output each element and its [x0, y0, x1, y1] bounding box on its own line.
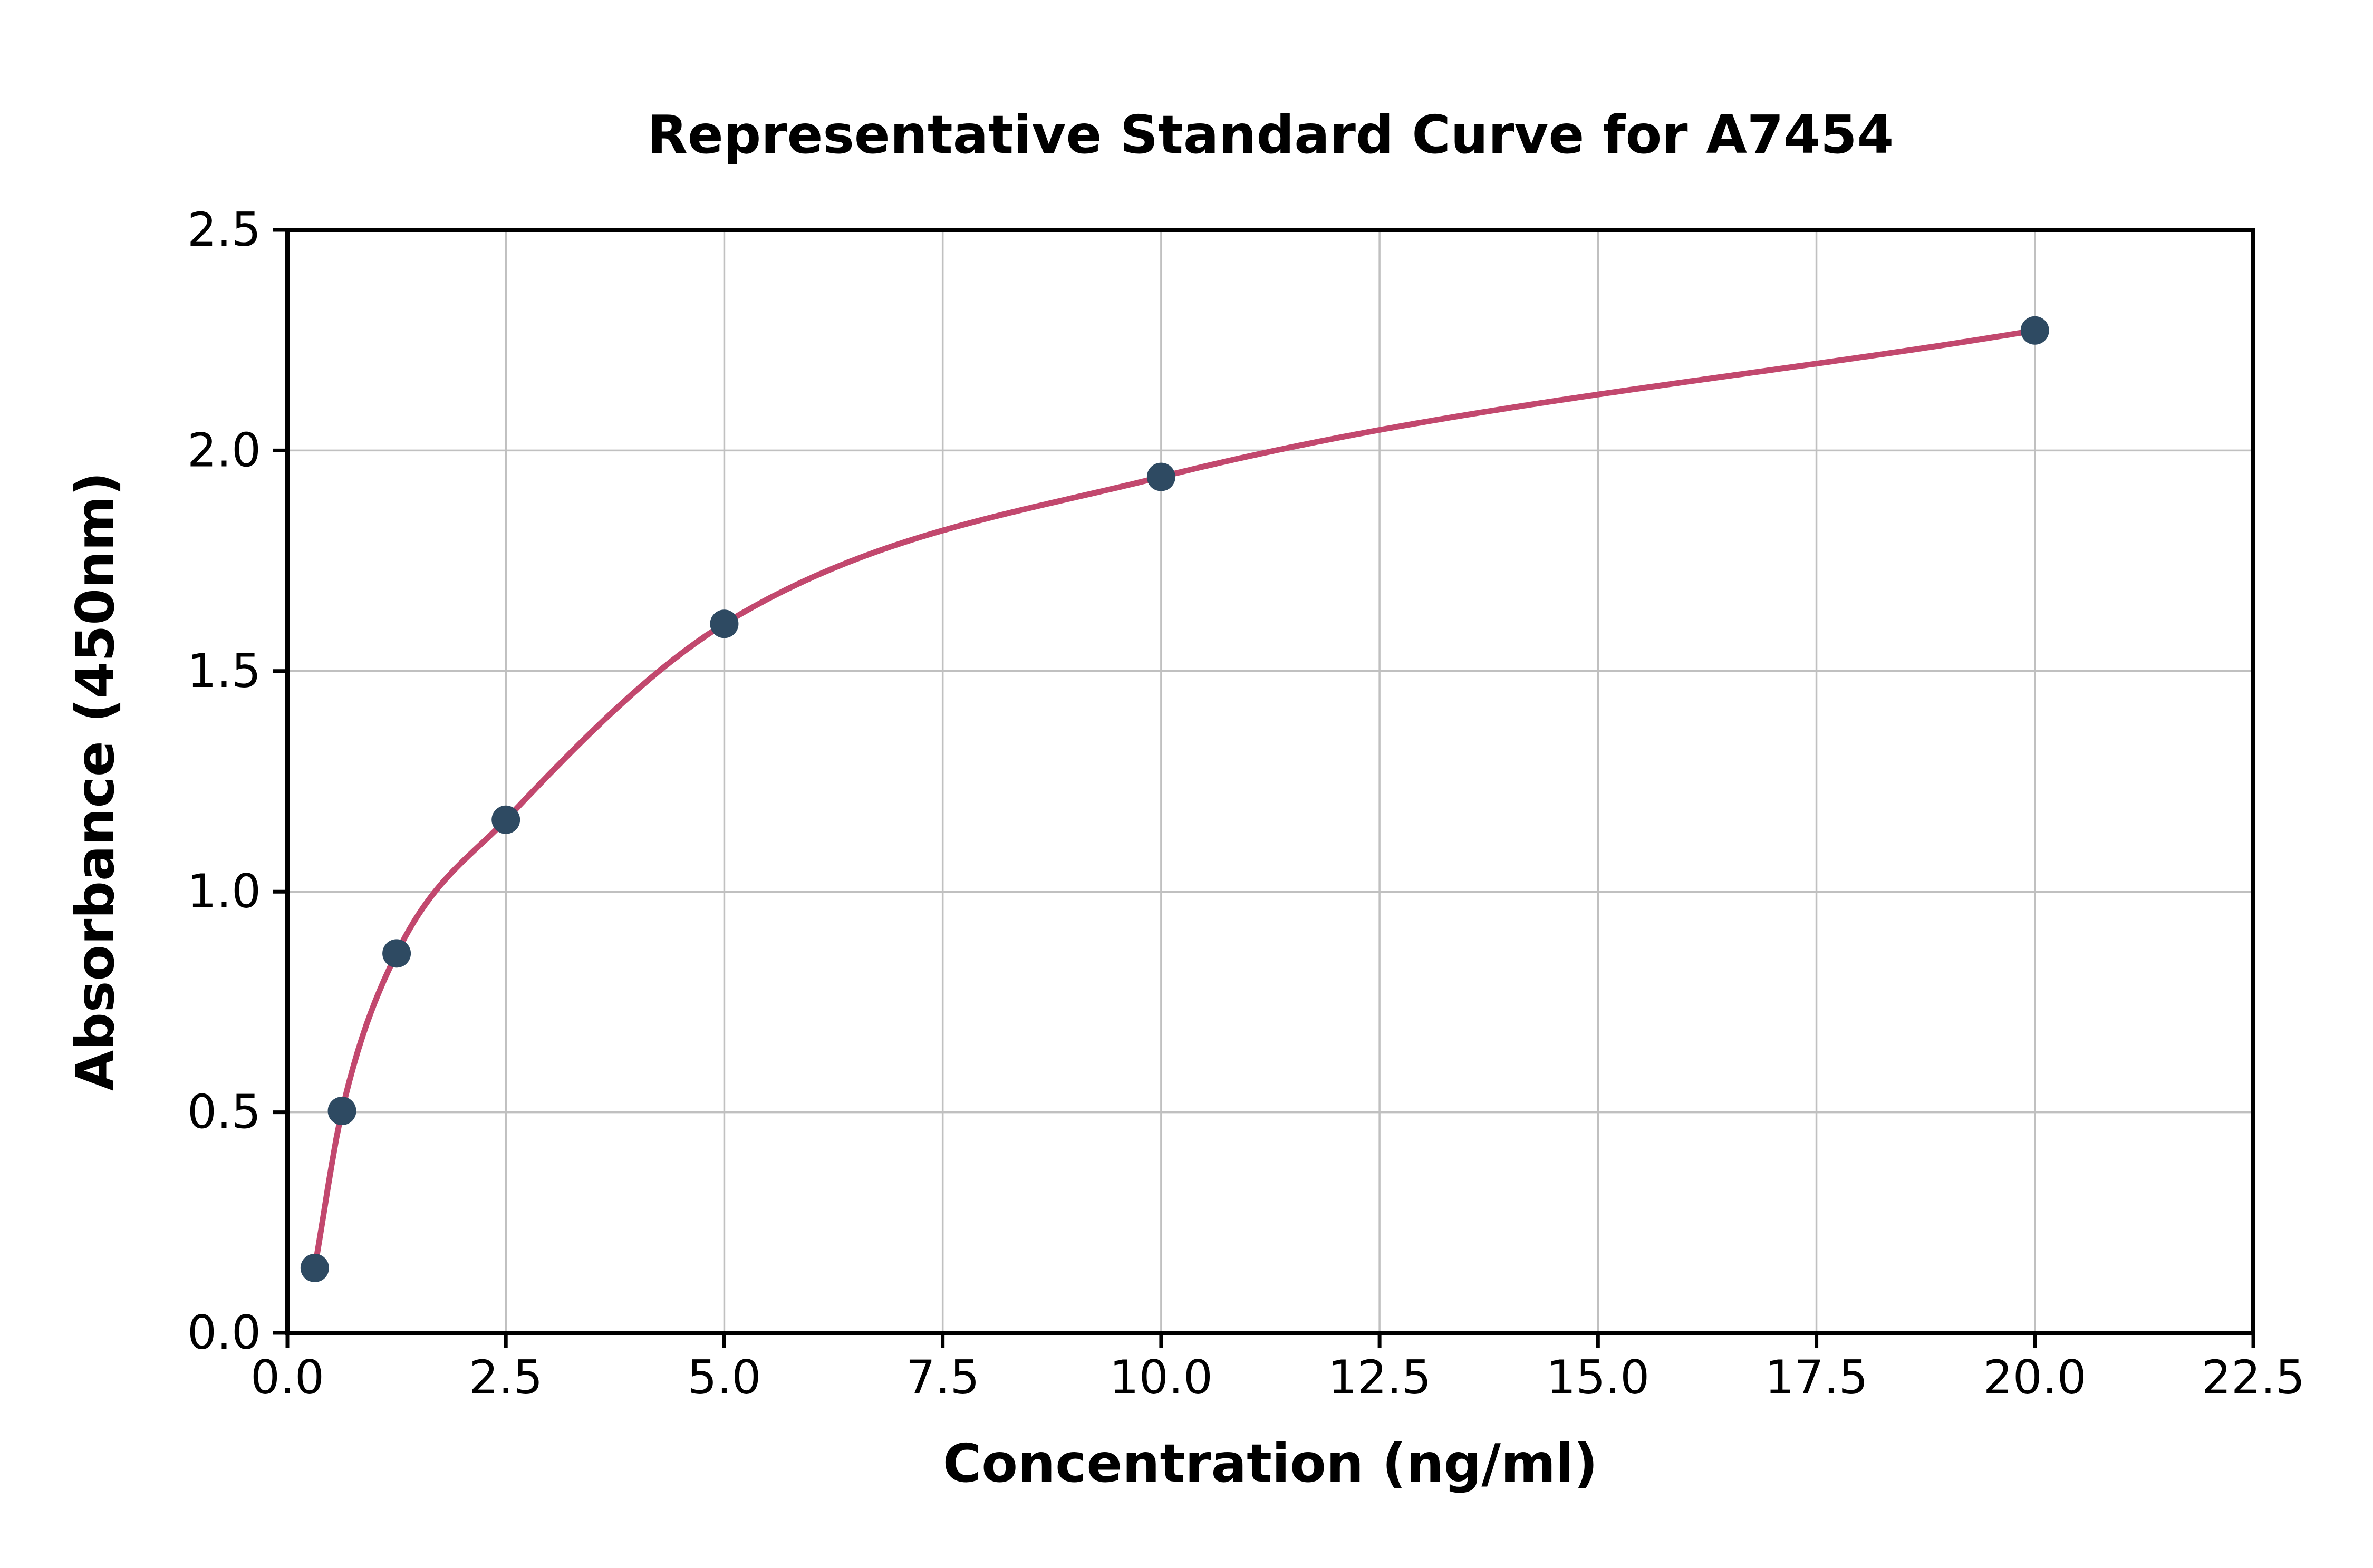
x-axis-label: Concentration (ng/ml) — [943, 1433, 1598, 1494]
data-point — [327, 1097, 356, 1126]
data-point — [1146, 462, 1175, 491]
data-point — [300, 1253, 329, 1282]
x-tick-label: 5.0 — [687, 1350, 761, 1405]
data-point — [491, 805, 520, 834]
x-tick-label: 2.5 — [469, 1350, 543, 1405]
y-tick-label: 1.5 — [187, 644, 261, 698]
data-points-layer — [300, 316, 2049, 1282]
y-tick-label: 0.0 — [187, 1305, 261, 1360]
y-axis-label: Absorbance (450nm) — [64, 472, 126, 1091]
tick-labels: 0.0 2.5 5.0 7.5 10.0 12.5 15.0 17.5 20.0 22.5 0.0 0… — [187, 202, 2305, 1405]
x-tick-label: 17.5 — [1765, 1350, 1868, 1405]
axis-ticks — [273, 228, 2255, 1348]
fit-curve-layer — [312, 327, 2038, 1271]
data-point — [710, 609, 739, 638]
x-tick-label: 12.5 — [1328, 1350, 1431, 1405]
x-tick-label: 22.5 — [2202, 1350, 2305, 1405]
y-tick-label: 2.0 — [187, 423, 261, 477]
y-tick-label: 2.5 — [187, 202, 261, 257]
y-tick-label: 0.5 — [187, 1085, 261, 1139]
data-point — [382, 939, 411, 968]
chart-title: Representative Standard Curve for A7454 — [647, 104, 1894, 166]
plot-border — [285, 228, 2255, 1335]
x-tick-label: 0.0 — [250, 1350, 324, 1405]
x-tick-label: 7.5 — [906, 1350, 980, 1405]
x-tick-label: 10.0 — [1110, 1350, 1213, 1405]
x-tick-label: 15.0 — [1546, 1350, 1649, 1405]
grid-lines — [286, 229, 2254, 1334]
data-point — [2020, 316, 2049, 345]
x-tick-label: 20.0 — [1983, 1350, 2087, 1405]
y-tick-label: 1.0 — [187, 864, 261, 918]
standard-curve — [312, 327, 2038, 1271]
